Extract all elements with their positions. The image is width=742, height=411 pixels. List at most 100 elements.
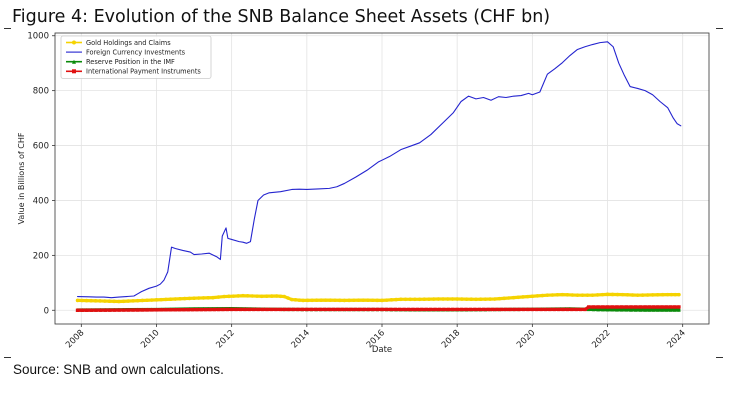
data-point bbox=[561, 307, 565, 312]
data-point bbox=[126, 299, 131, 303]
data-point bbox=[556, 307, 561, 312]
data-point bbox=[287, 307, 291, 312]
data-point bbox=[651, 305, 656, 309]
data-point bbox=[565, 293, 570, 297]
legend-entry-foreign-currency-investments: Foreign Currency Investments bbox=[66, 49, 186, 57]
legend-entry-gold-holdings-and-claims: Gold Holdings and Claims bbox=[66, 39, 171, 47]
data-point bbox=[269, 294, 274, 298]
data-point bbox=[75, 298, 80, 303]
data-point bbox=[397, 307, 402, 312]
data-point bbox=[135, 308, 140, 312]
data-point bbox=[255, 294, 259, 298]
y-tick-label: 200 bbox=[33, 251, 49, 261]
x-tick-label: 2020 bbox=[515, 328, 537, 350]
data-point bbox=[296, 307, 300, 312]
data-point bbox=[605, 292, 610, 297]
data-point bbox=[206, 295, 210, 300]
data-point bbox=[417, 297, 422, 302]
data-point bbox=[393, 307, 397, 312]
data-point bbox=[460, 297, 464, 301]
data-point bbox=[422, 297, 427, 302]
legend-marker bbox=[72, 59, 76, 64]
data-point bbox=[238, 307, 243, 312]
data-point bbox=[140, 308, 145, 312]
data-point bbox=[375, 298, 380, 303]
data-point bbox=[478, 297, 483, 302]
data-point bbox=[394, 297, 398, 302]
data-point bbox=[635, 293, 640, 297]
legend-marker bbox=[72, 40, 76, 45]
data-point bbox=[229, 307, 234, 312]
data-point bbox=[525, 294, 530, 299]
data-point bbox=[540, 293, 545, 298]
y-tick-label: 1000 bbox=[27, 32, 49, 42]
data-point bbox=[98, 308, 103, 312]
data-point bbox=[645, 293, 650, 297]
data-point bbox=[216, 295, 221, 299]
data-point bbox=[300, 307, 305, 312]
data-point bbox=[516, 295, 521, 300]
data-point bbox=[293, 298, 298, 302]
data-point bbox=[247, 307, 252, 312]
data-point bbox=[93, 299, 98, 303]
data-point bbox=[291, 307, 296, 312]
crop-mark-bottom-left bbox=[4, 357, 11, 358]
data-point bbox=[389, 307, 393, 312]
data-point bbox=[371, 307, 375, 312]
legend-box bbox=[60, 35, 212, 79]
x-tick-label: 2010 bbox=[139, 328, 161, 350]
data-point bbox=[154, 298, 159, 302]
data-point bbox=[173, 308, 177, 312]
data-point bbox=[318, 307, 322, 312]
data-point bbox=[252, 307, 256, 312]
data-point bbox=[380, 307, 384, 312]
data-point bbox=[227, 294, 231, 299]
data-point bbox=[89, 308, 94, 312]
data-point bbox=[575, 293, 580, 297]
data-point bbox=[108, 308, 112, 312]
data-point bbox=[543, 307, 548, 312]
data-point bbox=[660, 292, 665, 297]
data-point bbox=[596, 305, 600, 309]
data-point bbox=[464, 307, 468, 312]
data-point bbox=[150, 308, 154, 312]
data-point bbox=[483, 297, 488, 301]
data-point bbox=[380, 298, 384, 303]
data-point bbox=[337, 298, 342, 303]
data-point bbox=[269, 307, 274, 312]
data-point bbox=[314, 298, 319, 303]
data-point bbox=[131, 299, 135, 303]
data-point bbox=[264, 294, 269, 298]
data-point bbox=[403, 297, 408, 302]
data-point bbox=[402, 307, 406, 312]
data-point bbox=[436, 297, 441, 301]
data-point bbox=[521, 307, 526, 312]
data-point bbox=[154, 308, 159, 312]
data-point bbox=[221, 307, 225, 312]
data-point bbox=[474, 297, 478, 302]
data-point bbox=[600, 292, 605, 297]
data-point bbox=[511, 295, 516, 300]
data-point bbox=[408, 297, 412, 302]
x-tick-label: 2012 bbox=[214, 328, 236, 350]
data-point bbox=[256, 307, 260, 312]
legend-marker bbox=[72, 69, 76, 74]
x-tick-label: 2014 bbox=[290, 328, 312, 350]
data-point bbox=[358, 307, 362, 312]
data-point bbox=[103, 299, 107, 303]
x-tick-label: 2024 bbox=[665, 328, 687, 350]
series-foreign-currency-investments bbox=[77, 41, 682, 299]
data-point bbox=[508, 307, 512, 312]
data-point bbox=[630, 293, 635, 297]
data-point bbox=[94, 308, 98, 312]
data-point bbox=[624, 305, 629, 309]
data-point bbox=[492, 297, 497, 301]
data-point bbox=[590, 293, 595, 297]
data-point bbox=[415, 307, 420, 312]
data-point bbox=[459, 307, 464, 312]
data-point bbox=[669, 292, 674, 297]
data-point bbox=[283, 307, 287, 312]
data-point bbox=[605, 305, 610, 309]
data-point bbox=[208, 307, 212, 312]
